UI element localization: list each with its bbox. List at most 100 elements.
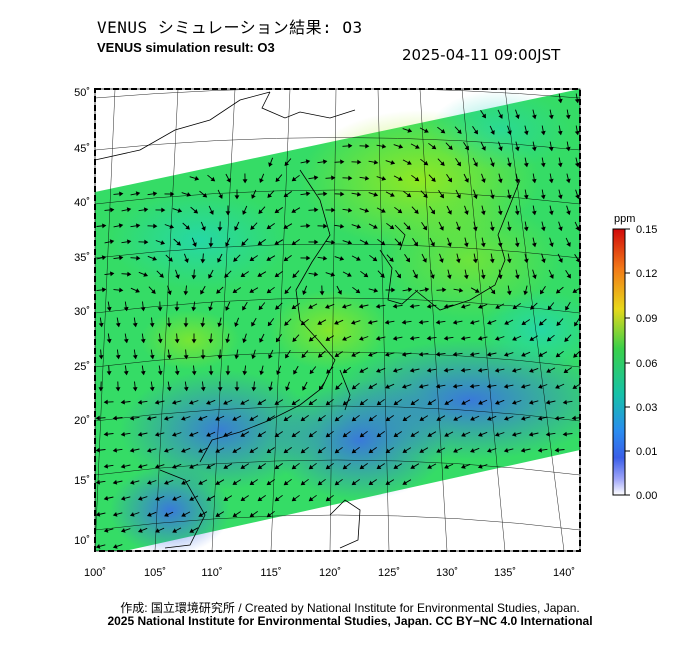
wind-vector-head bbox=[283, 448, 289, 454]
wind-vector-head bbox=[375, 303, 381, 309]
wind-vector-head bbox=[351, 416, 357, 422]
wind-vector-head bbox=[325, 336, 331, 341]
wind-vector-head bbox=[149, 354, 155, 360]
wind-vector-head bbox=[163, 448, 169, 453]
lat-label: 35˚ bbox=[74, 252, 90, 264]
wind-vector-head bbox=[132, 354, 138, 360]
wind-vector-head bbox=[427, 464, 432, 469]
wind-vector-head bbox=[385, 480, 391, 485]
wind-vector-head bbox=[384, 319, 390, 325]
wind-vector-head bbox=[528, 368, 534, 373]
wind-vector-head bbox=[112, 415, 117, 421]
wind-vector-head bbox=[183, 386, 189, 392]
wind-vector-head bbox=[447, 242, 452, 248]
wind-vector-head bbox=[266, 448, 272, 453]
wind-vector-head bbox=[565, 305, 570, 311]
wind-vector-head bbox=[375, 368, 381, 373]
wind-vector-head bbox=[193, 208, 199, 214]
wind-vector-head bbox=[191, 306, 197, 312]
wind-vector-head bbox=[574, 98, 580, 104]
wind-vector-head bbox=[208, 339, 214, 344]
wind-vector-head bbox=[323, 191, 328, 197]
wind-vector-head bbox=[413, 241, 418, 247]
wind-vector-head bbox=[541, 258, 546, 264]
wind-vector-head bbox=[512, 336, 517, 341]
wind-vector-head bbox=[381, 208, 386, 213]
wind-vector-head bbox=[306, 255, 311, 261]
wind-vector-head bbox=[232, 480, 238, 485]
wind-vector-head bbox=[283, 416, 289, 421]
colorbar-tick: 0.01 bbox=[636, 446, 657, 458]
wind-vector-head bbox=[460, 303, 466, 309]
wind-vector-head bbox=[266, 224, 272, 230]
wind-vector-head bbox=[126, 239, 132, 245]
wind-vector-head bbox=[545, 399, 551, 405]
wind-vector-head bbox=[215, 512, 221, 517]
wind-vector-head bbox=[473, 194, 478, 200]
wind-vector-head bbox=[300, 448, 306, 454]
wind-vector-head bbox=[489, 258, 495, 264]
wind-vector-head bbox=[477, 464, 483, 469]
wind-vector-head bbox=[188, 432, 194, 437]
wind-vector-head bbox=[358, 303, 364, 309]
wind-vector-head bbox=[123, 306, 129, 312]
wind-vector-head bbox=[392, 335, 398, 341]
wind-vector-head bbox=[385, 384, 390, 389]
wind-vector-head bbox=[224, 273, 229, 278]
wind-vector bbox=[582, 367, 589, 373]
wind-vector-head bbox=[275, 305, 280, 310]
wind-vector-head bbox=[242, 179, 248, 184]
wind-vector-head bbox=[234, 226, 239, 231]
wind-vector-head bbox=[308, 304, 313, 309]
wind-vector-head bbox=[356, 191, 362, 197]
wind-vector-head bbox=[443, 367, 449, 373]
wind-vector-head bbox=[452, 351, 458, 357]
wind-vector-head bbox=[266, 480, 272, 486]
wind-vector-head bbox=[234, 322, 239, 328]
wind-vector-head bbox=[381, 176, 387, 181]
wind-vector-head bbox=[135, 223, 141, 229]
wind-vector-head bbox=[537, 415, 543, 421]
wind-vector-head bbox=[393, 464, 399, 469]
wind-vector-head bbox=[480, 274, 486, 280]
wind-vector-head bbox=[129, 415, 135, 421]
wind-vector-head bbox=[200, 386, 206, 392]
wind-vector-head bbox=[326, 369, 331, 374]
wind-vector-head bbox=[251, 387, 257, 392]
wind-vector-head bbox=[571, 415, 576, 421]
wind-vector-head bbox=[494, 367, 500, 373]
wind-vector-head bbox=[392, 303, 398, 309]
wind-vector-head bbox=[205, 400, 211, 405]
wind-vector-head bbox=[373, 159, 379, 165]
wind-vector-head bbox=[284, 161, 290, 167]
wind-vector-head bbox=[461, 464, 466, 469]
wind-vector-head bbox=[120, 463, 126, 469]
wind-vector-head bbox=[103, 399, 108, 405]
wind-vector-head bbox=[251, 194, 256, 199]
wind-vector-head bbox=[444, 400, 450, 405]
wind-vector-head bbox=[453, 448, 458, 453]
wind-vector-head bbox=[389, 224, 395, 230]
wind-vector-head bbox=[132, 322, 138, 328]
wind-vector-head bbox=[547, 305, 553, 311]
wind-vector-head bbox=[283, 256, 289, 262]
wind-vector-head bbox=[440, 128, 446, 134]
wind-vector-head bbox=[530, 305, 535, 310]
wind-vector-head bbox=[276, 370, 281, 376]
wind-vector-head bbox=[208, 306, 214, 312]
wind-vector-head bbox=[440, 161, 445, 166]
wind-vector-head bbox=[490, 289, 496, 295]
wind-vector-head bbox=[410, 464, 416, 469]
wind-vector-head bbox=[249, 480, 255, 485]
wind-vector-head bbox=[249, 416, 255, 421]
wind-vector-head bbox=[167, 290, 172, 296]
wind-vector-head bbox=[334, 416, 340, 422]
wind-vector-head bbox=[540, 130, 546, 136]
wind-vector-head bbox=[201, 226, 206, 231]
wind-vector-head bbox=[574, 130, 580, 136]
wind-vector bbox=[582, 271, 588, 278]
wind-vector-head bbox=[368, 480, 374, 485]
colorbar-scale bbox=[612, 228, 626, 496]
wind-vector-head bbox=[154, 464, 160, 469]
wind-vector-head bbox=[436, 416, 442, 421]
